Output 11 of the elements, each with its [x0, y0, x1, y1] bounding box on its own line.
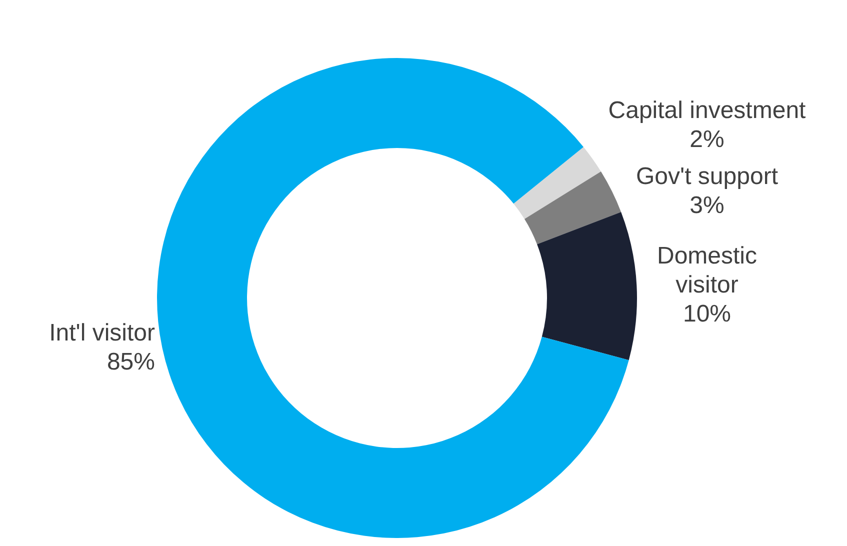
data-label: 10%	[682, 300, 732, 328]
data-label: 3%	[690, 192, 724, 220]
slice-label: Int'l visitor	[49, 320, 156, 347]
data-label: 85%	[106, 348, 155, 376]
data-label: 2%	[690, 126, 724, 154]
slice-label: Gov't support	[636, 163, 778, 190]
donut-slice	[537, 212, 637, 360]
slice-label: Domestic visitor	[656, 242, 758, 299]
donut-slice	[514, 146, 601, 219]
slice-label: Capital investment	[608, 97, 806, 124]
donut-slice	[524, 172, 622, 244]
